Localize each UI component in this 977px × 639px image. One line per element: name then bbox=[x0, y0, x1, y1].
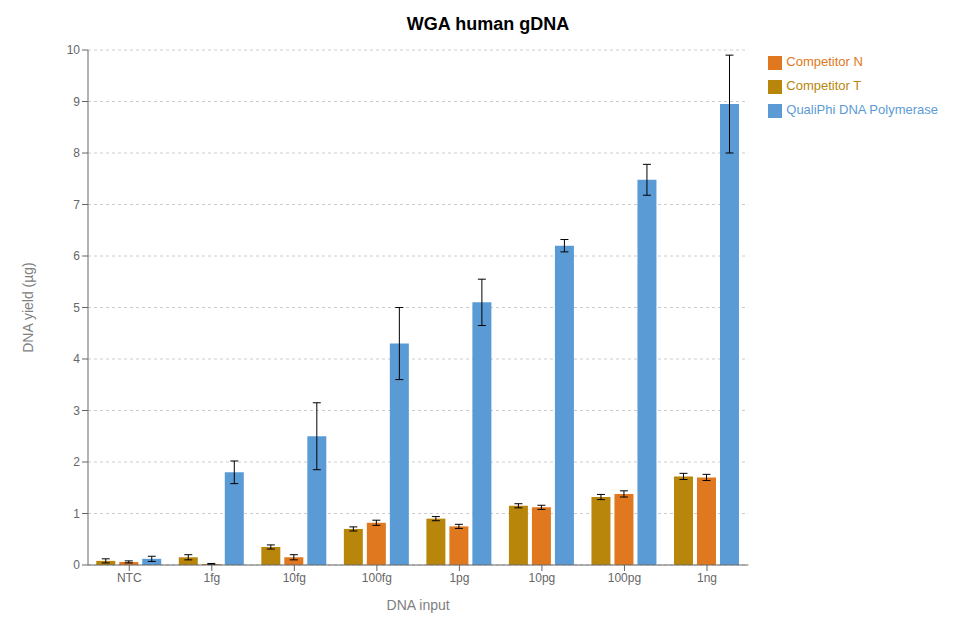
svg-text:DNA input: DNA input bbox=[387, 597, 450, 613]
svg-text:5: 5 bbox=[73, 301, 80, 315]
html-text:Competitor T: Competitor T bbox=[786, 78, 862, 93]
svg-text:2: 2 bbox=[73, 455, 80, 469]
svg-text:7: 7 bbox=[73, 198, 80, 212]
svg-text:DNA yield (µg): DNA yield (µg) bbox=[20, 262, 36, 353]
svg-text:1pg: 1pg bbox=[449, 571, 469, 585]
svg-text:3: 3 bbox=[73, 404, 80, 418]
svg-text:100pg: 100pg bbox=[608, 571, 641, 585]
svg-text:6: 6 bbox=[73, 249, 80, 263]
svg-text:9: 9 bbox=[73, 95, 80, 109]
svg-text:10fg: 10fg bbox=[283, 571, 306, 585]
svg-text:NTC: NTC bbox=[117, 571, 142, 585]
svg-text:1ng: 1ng bbox=[697, 571, 717, 585]
svg-text:4: 4 bbox=[73, 352, 80, 366]
svg-text:10pg: 10pg bbox=[529, 571, 556, 585]
html-text:QualiPhi DNA Polymerase: QualiPhi DNA Polymerase bbox=[786, 102, 938, 117]
svg-text:10: 10 bbox=[67, 43, 81, 57]
html-text:WGA human gDNA: WGA human gDNA bbox=[406, 14, 570, 34]
svg-text:1fg: 1fg bbox=[203, 571, 220, 585]
svg-text:0: 0 bbox=[73, 558, 80, 572]
html-text:Competitor N: Competitor N bbox=[786, 54, 863, 69]
svg-text:8: 8 bbox=[73, 146, 80, 160]
svg-text:1: 1 bbox=[73, 507, 80, 521]
svg-text:100fg: 100fg bbox=[362, 571, 392, 585]
